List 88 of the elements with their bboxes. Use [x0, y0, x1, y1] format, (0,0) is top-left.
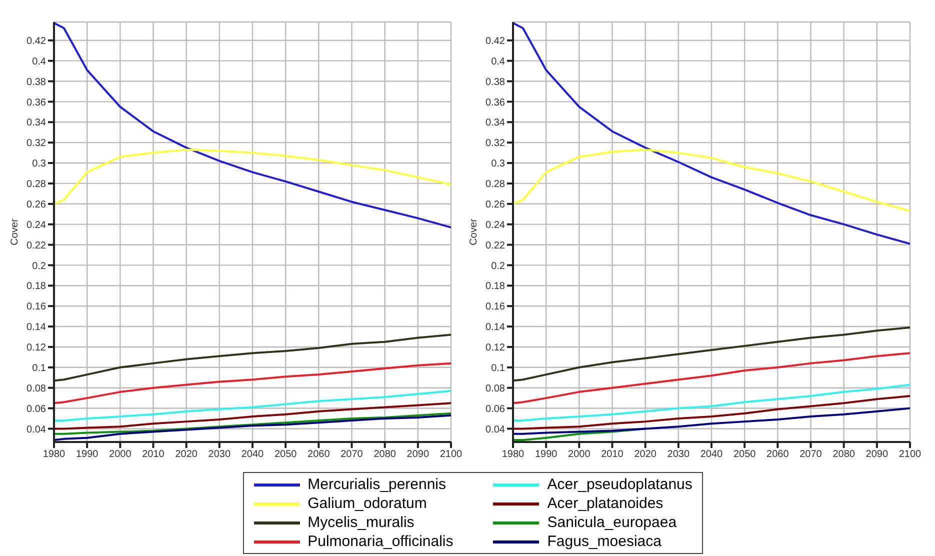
line-series — [513, 407, 910, 435]
line-series — [54, 148, 451, 205]
x-tick-label: 2010 — [601, 449, 624, 460]
y-tick-label: 0.4 — [32, 56, 46, 68]
y-tick-label: 0.34 — [486, 118, 506, 129]
y-tick-label: 0.2 — [32, 260, 46, 272]
x-tick-label: 2100 — [898, 449, 922, 460]
y-tick-label: 0.12 — [26, 342, 46, 354]
y-tick-label: 0.3 — [491, 158, 506, 170]
y-tick-label: 0.22 — [486, 240, 506, 252]
y-tick-label: 0.24 — [26, 220, 46, 231]
x-tick-label: 2090 — [866, 449, 888, 460]
line-series — [513, 352, 910, 404]
y-tick-label: 0.1 — [491, 362, 506, 374]
x-tick-label: 2080 — [374, 449, 396, 460]
legend-label: Sanicula_europaea — [547, 514, 677, 531]
y-tick-label: 0.38 — [486, 76, 506, 88]
y-tick-label: 0.32 — [486, 138, 506, 150]
legend-label: Pulmonaria_officinalis — [308, 533, 454, 550]
y-tick-label: 0.26 — [486, 199, 506, 210]
y-tick-label: 0.42 — [486, 36, 506, 47]
x-tick-label: 2030 — [667, 449, 690, 460]
x-tick-label: 2000 — [109, 449, 132, 460]
x-tick-label: 1980 — [502, 449, 525, 460]
legend-label: Galium_odoratum — [308, 495, 427, 512]
line-series — [513, 326, 910, 382]
x-tick-label: 2020 — [634, 449, 657, 460]
line-series — [54, 390, 451, 422]
line-series — [54, 362, 451, 404]
y-tick-label: 0.08 — [26, 383, 46, 394]
line-series — [54, 402, 451, 430]
y-tick-label: 0.2 — [491, 260, 506, 272]
y-tick-label: 0.16 — [26, 302, 46, 313]
y-tick-label: 0.18 — [486, 281, 506, 292]
y-tick-label: 0.04 — [486, 424, 506, 436]
y-tick-label: 0.1 — [32, 362, 46, 374]
legend-label: Mycelis_muralis — [308, 514, 414, 531]
y-tick-label: 0.08 — [486, 383, 506, 394]
x-tick-label: 2080 — [832, 449, 856, 460]
y-tick-label: 0.3 — [32, 158, 46, 170]
x-tick-label: 2010 — [142, 449, 165, 460]
line-series — [513, 395, 910, 430]
line-series — [54, 412, 451, 435]
line-series — [54, 334, 451, 382]
y-tick-label: 0.24 — [486, 220, 506, 231]
y-tick-label: 0.12 — [486, 342, 506, 354]
x-tick-label: 1980 — [42, 449, 66, 460]
y-tick-label: 0.34 — [26, 118, 46, 129]
y-tick-label: 0.04 — [26, 424, 46, 436]
y-axis-title: Cover — [468, 218, 480, 246]
legend-label: Acer_platanoides — [547, 495, 664, 512]
y-tick-label: 0.36 — [26, 97, 46, 108]
legend-label: Acer_pseudoplatanus — [547, 476, 692, 493]
x-tick-label: 2070 — [340, 449, 364, 460]
y-tick-label: 0.26 — [26, 199, 46, 210]
legend-label: Mercurialis_perennis — [308, 476, 446, 493]
y-tick-label: 0.14 — [486, 322, 506, 334]
y-tick-label: 0.32 — [26, 138, 46, 150]
x-tick-label: 2060 — [308, 449, 330, 460]
x-tick-label: 2020 — [175, 449, 198, 460]
y-tick-label: 0.16 — [486, 302, 506, 313]
x-tick-label: 2030 — [208, 449, 231, 460]
line-series — [513, 148, 910, 212]
y-tick-label: 0.28 — [486, 179, 506, 190]
legend-label: Fagus_moesiaca — [547, 533, 662, 550]
x-tick-label: 1990 — [534, 449, 558, 460]
x-tick-label: 2050 — [274, 449, 298, 460]
y-tick-label: 0.14 — [26, 322, 46, 334]
y-tick-label: 0.36 — [486, 97, 506, 108]
y-tick-label: 0.18 — [26, 281, 46, 292]
y-tick-label: 0.28 — [26, 179, 46, 190]
x-tick-label: 2040 — [241, 449, 264, 460]
x-tick-label: 2100 — [440, 449, 463, 460]
line-series — [513, 384, 910, 422]
y-tick-label: 0.4 — [491, 56, 506, 68]
x-tick-label: 1990 — [76, 449, 99, 460]
y-tick-label: 0.06 — [26, 404, 46, 415]
x-tick-label: 2040 — [700, 449, 724, 460]
x-tick-label: 2000 — [568, 449, 591, 460]
x-tick-label: 2060 — [766, 449, 790, 460]
y-tick-label: 0.06 — [486, 404, 506, 415]
y-tick-label: 0.38 — [26, 76, 46, 88]
y-tick-label: 0.42 — [26, 36, 46, 47]
x-tick-label: 2070 — [800, 449, 822, 460]
x-tick-label: 2090 — [406, 449, 430, 460]
y-tick-label: 0.22 — [26, 240, 46, 252]
x-tick-label: 2050 — [733, 449, 756, 460]
y-axis-title: Cover — [10, 218, 21, 246]
